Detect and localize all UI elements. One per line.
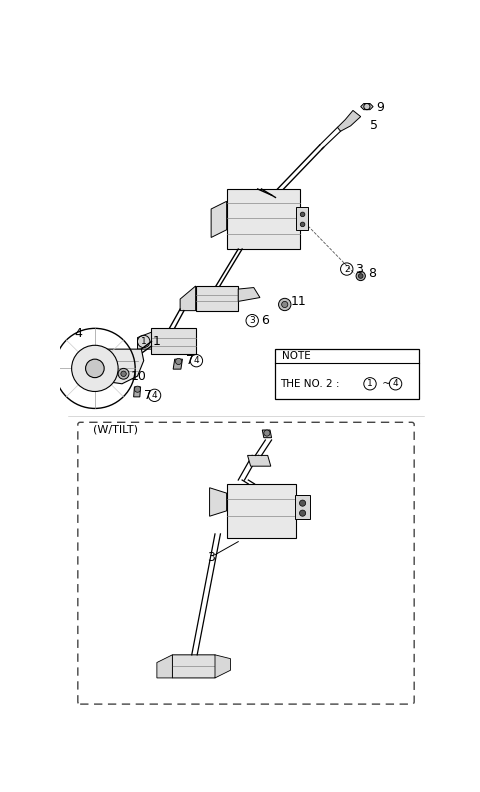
Text: (W/TILT): (W/TILT) (93, 425, 138, 435)
Circle shape (85, 359, 104, 378)
Text: 7: 7 (144, 389, 152, 402)
Text: ~: ~ (379, 379, 394, 389)
Polygon shape (211, 201, 227, 238)
Polygon shape (238, 287, 260, 302)
Polygon shape (180, 286, 196, 310)
Text: 3: 3 (355, 263, 363, 276)
Polygon shape (296, 207, 308, 230)
Polygon shape (210, 488, 227, 516)
Circle shape (300, 222, 305, 227)
Circle shape (300, 510, 306, 516)
Circle shape (264, 430, 270, 436)
Circle shape (282, 302, 288, 307)
Text: 5: 5 (370, 120, 378, 132)
Text: 9: 9 (376, 101, 384, 114)
Text: 4: 4 (193, 356, 199, 365)
Circle shape (72, 345, 118, 391)
Text: 1: 1 (367, 379, 373, 388)
Polygon shape (227, 189, 300, 249)
Circle shape (300, 500, 306, 506)
Text: 3: 3 (207, 550, 215, 564)
Circle shape (121, 371, 126, 376)
Circle shape (134, 386, 141, 392)
Polygon shape (137, 332, 152, 349)
Text: 4: 4 (74, 327, 82, 341)
Text: 2: 2 (344, 265, 349, 273)
Polygon shape (196, 286, 238, 310)
Circle shape (356, 272, 365, 280)
Text: 6: 6 (261, 314, 269, 327)
Polygon shape (295, 496, 311, 519)
Polygon shape (172, 655, 219, 678)
Text: 3: 3 (249, 316, 255, 326)
Polygon shape (215, 655, 230, 678)
Polygon shape (262, 430, 272, 438)
Circle shape (176, 358, 181, 364)
Polygon shape (103, 349, 144, 384)
Polygon shape (248, 455, 271, 466)
Polygon shape (133, 386, 141, 397)
Text: 8: 8 (369, 267, 376, 280)
Circle shape (300, 212, 305, 217)
Circle shape (359, 274, 363, 278)
Polygon shape (152, 328, 196, 354)
Text: NOTE: NOTE (282, 351, 311, 361)
Polygon shape (360, 104, 373, 109)
Text: 4: 4 (152, 390, 157, 400)
Text: 10: 10 (131, 371, 146, 383)
Text: 1: 1 (141, 337, 146, 346)
Text: 4: 4 (393, 379, 398, 388)
Text: 7: 7 (186, 354, 193, 367)
Text: THE NO. 2 :: THE NO. 2 : (280, 379, 343, 389)
Text: 11: 11 (291, 295, 307, 308)
Circle shape (118, 368, 129, 379)
Polygon shape (173, 359, 182, 369)
Text: 1: 1 (153, 335, 161, 348)
Polygon shape (227, 484, 296, 538)
Bar (276, 349, 419, 399)
Circle shape (278, 299, 291, 310)
FancyBboxPatch shape (78, 422, 414, 704)
Polygon shape (157, 655, 172, 678)
Polygon shape (337, 110, 360, 131)
